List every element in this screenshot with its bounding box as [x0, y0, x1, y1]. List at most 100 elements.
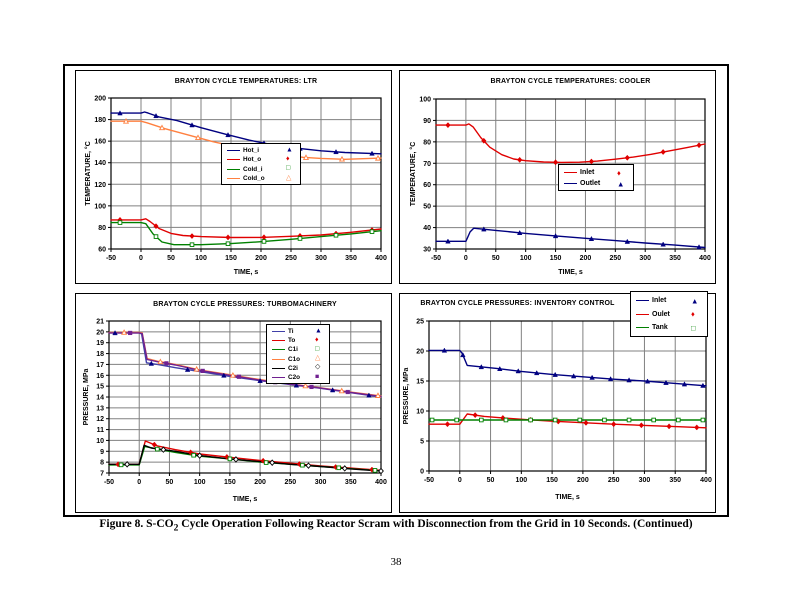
chart-panel-inventory-control: -50 0 50 100 150 200 250 300 350 400 0 5 10 15 20 25 TIM… — [399, 291, 716, 513]
legend-line-swatch — [272, 377, 285, 379]
series-line-C2o — [108, 332, 382, 398]
series-marker — [534, 370, 540, 376]
x-tick-label: 400 — [375, 255, 387, 262]
diamond-filled-marker-icon: ♦ — [617, 167, 621, 177]
y-tick-label: 20 — [416, 349, 424, 356]
legend-box: Hot_i ▲ Hot_o ♦ Cold_i □ Cold_o △ — [221, 143, 301, 186]
legend-label: Hot_i — [243, 147, 259, 155]
series-marker — [478, 364, 485, 370]
triangle-filled-marker-icon: ▲ — [691, 296, 699, 305]
series-marker — [148, 360, 155, 366]
legend-item: Hot_o ♦ — [222, 155, 300, 164]
y-tick-label: 15 — [96, 384, 104, 391]
square-open-marker-icon: □ — [286, 164, 291, 172]
series-marker — [293, 382, 300, 388]
x-tick-label: 250 — [609, 255, 621, 262]
series-marker — [261, 234, 267, 241]
x-tick-label: 250 — [608, 477, 620, 484]
chart-panel-ltr: -50 0 50 100 150 200 250 300 350 400 60 80 100 120 140… — [75, 70, 392, 284]
series-line-C2i — [108, 444, 382, 472]
x-tick-label: 350 — [345, 479, 357, 486]
plot-border — [428, 320, 707, 472]
series-marker — [191, 452, 196, 458]
series-marker — [517, 156, 523, 163]
triangle-open-marker-icon: △ — [286, 174, 292, 182]
series-marker — [302, 154, 310, 160]
x-axis-label: TIME, s — [234, 269, 259, 276]
caption-text-rest: Cycle Operation Following Reactor Scram … — [178, 518, 693, 530]
legend-item: To ♦ — [267, 336, 329, 345]
square-open-marker-icon: □ — [315, 345, 320, 353]
series-marker — [121, 329, 128, 335]
series-marker — [444, 421, 451, 428]
triangle-open-marker-icon: △ — [315, 354, 321, 362]
series-marker — [336, 465, 341, 471]
legend-line-swatch — [272, 358, 285, 360]
x-tick-label: 50 — [492, 255, 500, 262]
series-marker — [503, 417, 509, 423]
legend-item: Cold_i □ — [222, 165, 300, 174]
series-marker — [454, 417, 459, 423]
series-marker — [155, 446, 160, 452]
series-marker — [660, 149, 666, 155]
series-marker — [372, 468, 378, 473]
y-axis-label: TEMPERATURE, °C — [409, 142, 417, 207]
x-tick-label: 100 — [520, 255, 532, 262]
x-tick-label: 100 — [515, 477, 527, 484]
legend-item: Cold_o △ — [222, 174, 300, 183]
series-marker — [479, 417, 484, 423]
y-tick-label: 19 — [96, 340, 104, 347]
x-tick-label: 200 — [255, 255, 267, 262]
series-marker — [128, 330, 133, 336]
series-marker — [366, 392, 372, 398]
series-marker — [481, 137, 487, 144]
series-marker — [329, 387, 336, 393]
x-axis-label: TIME, s — [558, 269, 583, 276]
x-tick-label: -50 — [106, 255, 116, 262]
chart-title: BRAYTON CYCLE TEMPERATURES: LTR — [174, 78, 318, 85]
x-tick-label: 300 — [315, 479, 327, 486]
legend-box: Inlet ♦ Outlet ▲ — [558, 164, 634, 191]
series-marker — [151, 441, 157, 448]
series-marker — [341, 465, 348, 472]
series-marker — [225, 132, 231, 138]
chart-title: BRAYTON CYCLE PRESSURES: INVENTORY CONTR… — [420, 300, 615, 307]
y-tick-label: 100 — [419, 97, 431, 104]
x-axis-label: TIME, s — [555, 494, 580, 501]
series-marker — [196, 452, 203, 459]
x-tick-label: 0 — [458, 477, 462, 484]
series-marker — [583, 419, 589, 426]
series-line-Inlet — [428, 349, 707, 387]
legend-line-swatch — [564, 183, 577, 184]
y-tick-label: 11 — [97, 427, 105, 434]
chart-title: BRAYTON CYCLE PRESSURES: TURBOMACHINERY — [153, 301, 337, 308]
y-axis-label: PRESSURE, MPa — [403, 367, 410, 424]
x-tick-label: 350 — [669, 477, 681, 484]
x-tick-label: 50 — [487, 477, 495, 484]
series-marker — [611, 421, 617, 428]
x-tick-label: -50 — [424, 477, 434, 484]
x-tick-label: 0 — [464, 255, 468, 262]
diamond-open-marker-icon: ◇ — [315, 363, 321, 371]
page-number: 38 — [390, 556, 402, 568]
y-axis-label: TEMPERATURE, °C — [84, 141, 92, 206]
plot-border — [110, 97, 382, 250]
legend-item: Hot_i ▲ — [222, 146, 300, 155]
legend-line-swatch — [272, 331, 285, 333]
series-marker — [300, 462, 305, 468]
legend-item: C1i □ — [267, 345, 329, 354]
legend-line-swatch — [227, 150, 240, 152]
series-marker — [333, 232, 339, 238]
y-tick-label: 18 — [96, 351, 104, 358]
y-axis-label: PRESSURE, MPa — [83, 368, 90, 425]
x-tick-label: 250 — [284, 479, 296, 486]
series-marker — [445, 238, 451, 244]
x-tick-label: 200 — [580, 255, 592, 262]
y-tick-label: 14 — [96, 395, 104, 402]
series-marker — [497, 365, 503, 371]
y-tick-label: 30 — [423, 247, 431, 254]
legend-label: Tank — [652, 324, 668, 332]
series-marker — [118, 462, 124, 468]
y-tick-label: 15 — [416, 379, 424, 386]
x-tick-label: -50 — [431, 255, 441, 262]
